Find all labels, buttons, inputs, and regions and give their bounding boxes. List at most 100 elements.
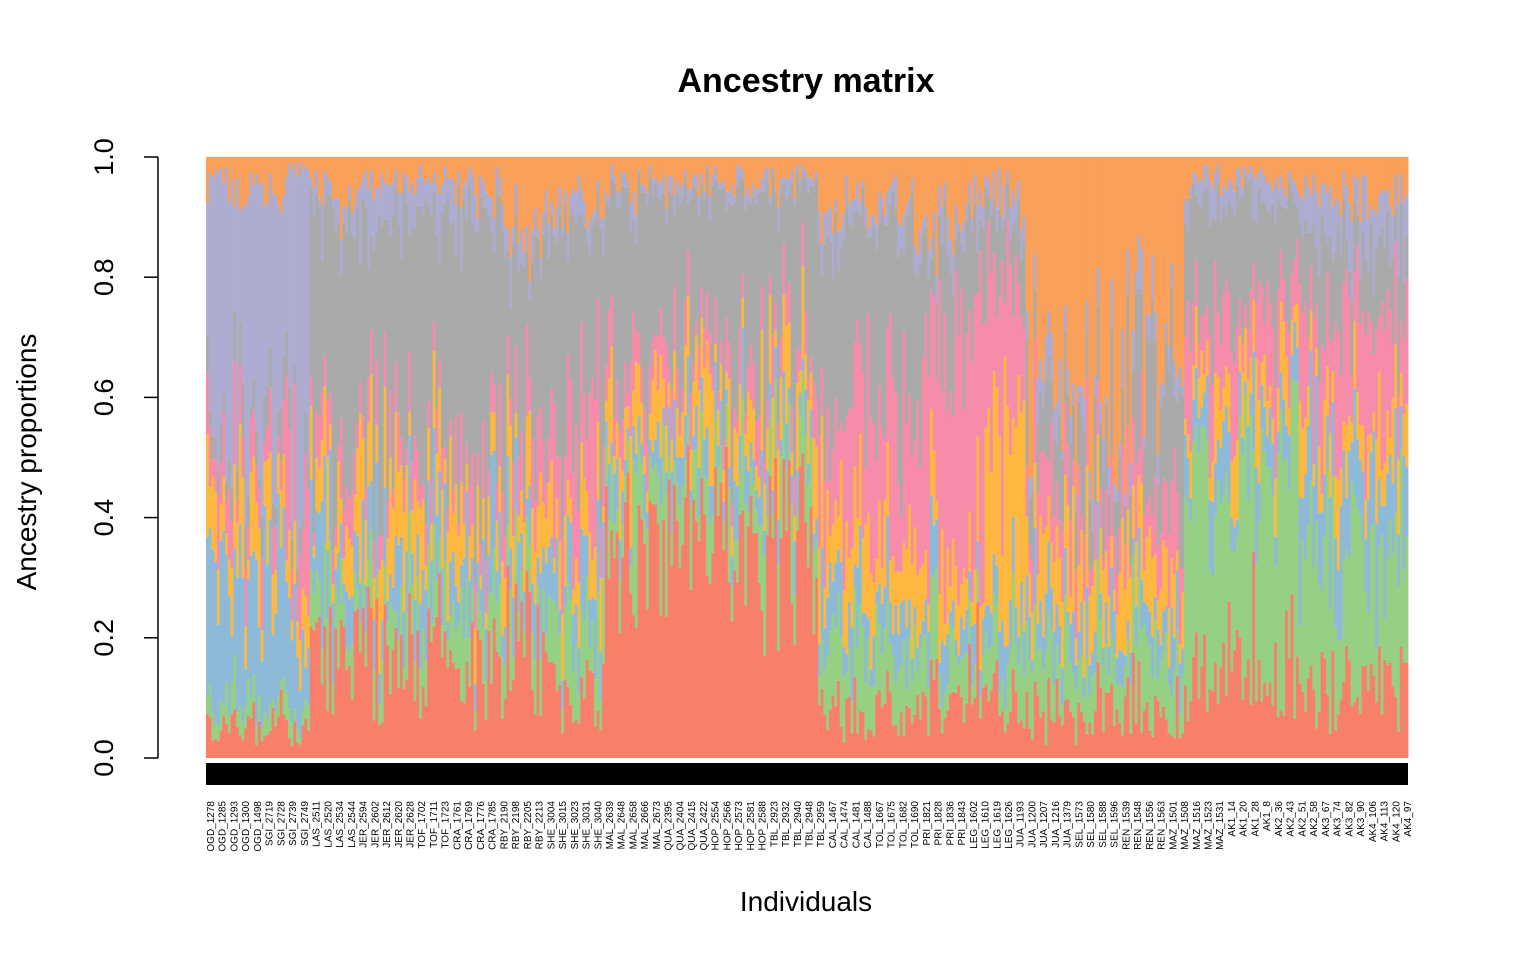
ancestry-segment xyxy=(801,370,805,454)
individual-bar xyxy=(626,157,630,758)
ancestry-segment xyxy=(410,222,415,462)
ancestry-segment xyxy=(645,157,650,193)
individual-bar xyxy=(968,157,972,758)
ancestry-segment xyxy=(1203,633,1207,758)
ancestry-segment xyxy=(440,448,445,490)
ancestry-segment xyxy=(760,611,764,758)
ancestry-segment xyxy=(807,484,811,568)
ancestry-segment xyxy=(798,466,802,758)
ancestry-segment xyxy=(615,208,619,381)
ancestry-segment xyxy=(905,705,909,758)
ancestry-segment xyxy=(547,157,551,225)
ancestry-segment xyxy=(465,490,469,581)
ancestry-segment xyxy=(1304,175,1308,221)
ancestry-segment xyxy=(1091,586,1095,653)
ancestry-segment xyxy=(492,157,497,218)
ancestry-segment xyxy=(774,189,778,193)
ancestry-segment xyxy=(867,157,871,229)
ancestry-segment xyxy=(230,521,234,569)
individual-bar xyxy=(738,157,742,758)
ancestry-segment xyxy=(533,660,537,715)
ancestry-segment xyxy=(1123,504,1128,545)
ancestry-segment xyxy=(1241,342,1245,372)
ancestry-segment xyxy=(951,253,955,298)
ancestry-segment xyxy=(1066,394,1070,445)
x-tick-label: RBY_2205 xyxy=(523,801,534,850)
ancestry-segment xyxy=(1317,206,1322,276)
ancestry-segment xyxy=(760,286,764,331)
ancestry-segment xyxy=(957,605,961,656)
ancestry-segment xyxy=(667,366,671,383)
ancestry-segment xyxy=(779,178,783,195)
ancestry-segment xyxy=(891,180,895,192)
ancestry-segment xyxy=(309,406,313,480)
ancestry-segment xyxy=(946,633,950,684)
ancestry-segment xyxy=(498,157,502,178)
individual-bar xyxy=(1323,157,1327,758)
ancestry-segment xyxy=(1380,714,1384,758)
ancestry-segment xyxy=(511,245,516,463)
ancestry-segment xyxy=(312,592,316,631)
ancestry-segment xyxy=(419,507,423,605)
x-tick-label: HOP_2588 xyxy=(758,801,769,851)
ancestry-segment xyxy=(1189,186,1193,198)
ancestry-segment xyxy=(358,184,363,264)
ancestry-segment xyxy=(328,194,333,394)
individual-bar xyxy=(528,157,532,758)
ancestry-segment xyxy=(544,652,548,758)
ancestry-segment xyxy=(973,202,977,295)
ancestry-segment xyxy=(1227,178,1231,202)
ancestry-segment xyxy=(839,561,843,637)
ancestry-segment xyxy=(1167,533,1171,609)
ancestry-segment xyxy=(593,679,598,727)
ancestry-segment xyxy=(1222,493,1226,643)
ancestry-segment xyxy=(348,185,352,202)
ancestry-segment xyxy=(1063,700,1067,758)
ancestry-segment xyxy=(555,498,559,540)
ancestry-segment xyxy=(1088,499,1092,572)
x-tick-label: AK2_43 xyxy=(1286,801,1297,837)
ancestry-segment xyxy=(238,423,242,525)
ancestry-segment xyxy=(675,180,680,193)
ancestry-segment xyxy=(1151,736,1155,758)
ancestry-segment xyxy=(823,481,827,589)
ancestry-segment xyxy=(850,628,854,702)
ancestry-segment xyxy=(891,655,895,726)
ancestry-segment xyxy=(389,574,393,603)
ancestry-segment xyxy=(285,177,289,332)
ancestry-segment xyxy=(667,382,671,407)
ancestry-segment xyxy=(1099,157,1103,403)
ancestry-segment xyxy=(1031,560,1035,613)
individual-bar xyxy=(413,157,417,758)
ancestry-segment xyxy=(779,376,783,440)
ancestry-segment xyxy=(1102,157,1106,439)
ancestry-segment xyxy=(981,228,986,326)
ancestry-segment xyxy=(470,622,475,758)
ancestry-segment xyxy=(607,578,611,758)
ancestry-segment xyxy=(684,299,688,346)
ancestry-segment xyxy=(959,583,964,617)
ancestry-segment xyxy=(793,594,797,645)
ancestry-segment xyxy=(271,157,275,193)
ancestry-segment xyxy=(1216,157,1220,164)
x-tick-label: TBL_2923 xyxy=(769,801,780,848)
ancestry-segment xyxy=(962,722,966,758)
individual-bar xyxy=(946,157,950,758)
individual-bar xyxy=(1328,157,1332,758)
ancestry-segment xyxy=(1345,269,1349,426)
ancestry-segment xyxy=(323,203,327,356)
ancestry-segment xyxy=(1011,516,1016,573)
ancestry-segment xyxy=(580,189,584,215)
individual-bar xyxy=(828,157,833,758)
ancestry-segment xyxy=(296,620,300,658)
individual-bar xyxy=(1211,157,1215,758)
ancestry-segment xyxy=(394,412,398,537)
ancestry-segment xyxy=(522,266,527,503)
ancestry-segment xyxy=(1301,691,1305,758)
ancestry-segment xyxy=(1140,629,1144,733)
ancestry-segment xyxy=(528,542,532,592)
ancestry-segment xyxy=(1255,701,1259,758)
individual-bar xyxy=(1020,157,1024,758)
x-tick-label: MAZ_1523 xyxy=(1204,801,1215,850)
ancestry-segment xyxy=(766,400,770,429)
